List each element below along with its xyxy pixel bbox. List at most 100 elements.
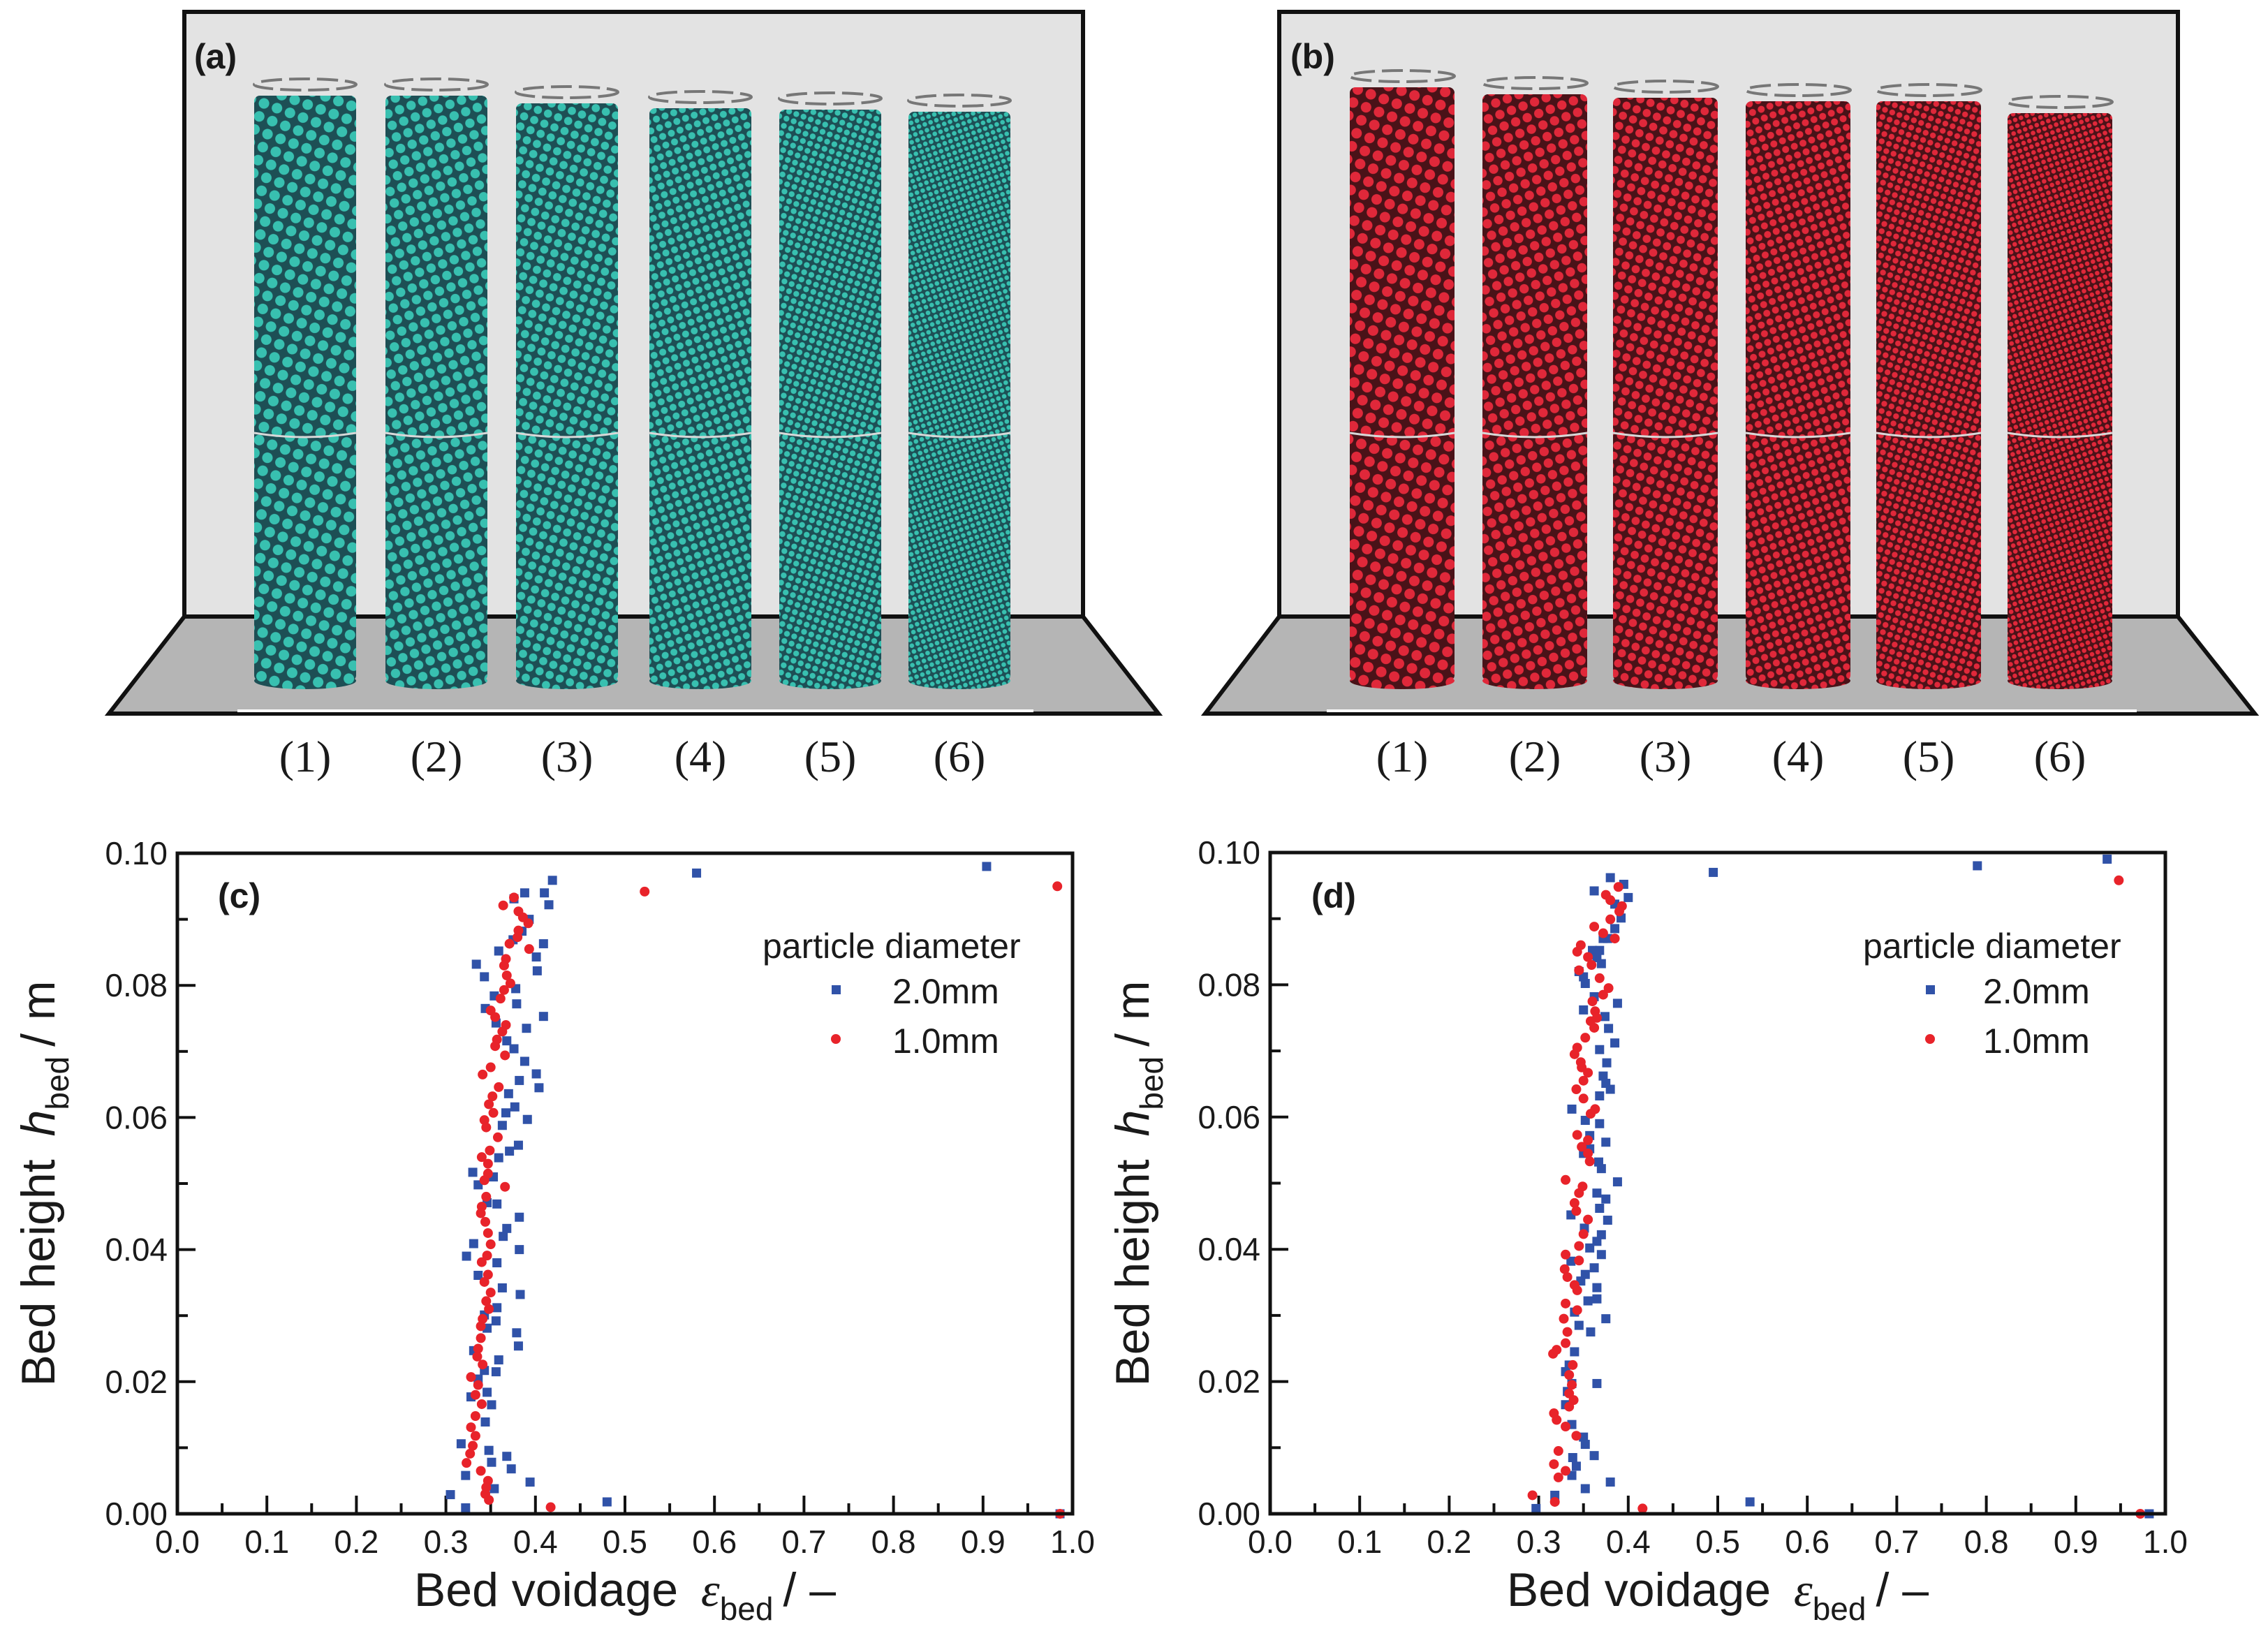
data-point-2.0mm xyxy=(540,888,550,898)
data-point-1.0mm xyxy=(1583,1135,1593,1145)
data-point-2.0mm xyxy=(515,1075,524,1085)
data-point-2.0mm xyxy=(534,1083,544,1093)
data-point-1.0mm xyxy=(470,1390,480,1400)
data-point-1.0mm xyxy=(1603,983,1614,994)
data-point-1.0mm xyxy=(470,1431,480,1441)
data-point-1.0mm xyxy=(468,1440,478,1451)
legend-marker-circle xyxy=(1925,1034,1935,1044)
data-point-2.0mm xyxy=(982,862,992,871)
data-point-2.0mm xyxy=(2103,854,2112,864)
data-point-1.0mm xyxy=(478,1069,488,1079)
data-point-1.0mm xyxy=(1574,1241,1584,1251)
data-point-1.0mm xyxy=(497,1026,508,1037)
particle-column xyxy=(1348,69,1456,689)
column-seam xyxy=(649,432,752,438)
x-tick-label: 1.0 xyxy=(1050,1524,1095,1560)
data-point-2.0mm xyxy=(547,876,557,885)
particle-column xyxy=(778,91,883,689)
data-point-1.0mm xyxy=(494,1082,504,1092)
data-point-1.0mm xyxy=(487,1091,498,1102)
particle-column xyxy=(1744,83,1852,689)
data-point-1.0mm xyxy=(472,1351,483,1362)
data-point-2.0mm xyxy=(502,1452,512,1461)
data-point-2.0mm xyxy=(461,1470,471,1480)
data-point-2.0mm xyxy=(602,1497,612,1507)
data-point-2.0mm xyxy=(1568,1453,1577,1463)
data-point-2.0mm xyxy=(1623,892,1633,902)
y-tick-label: 0.10 xyxy=(105,835,168,871)
legend-marker-square xyxy=(832,985,841,994)
data-point-2.0mm xyxy=(1596,959,1606,968)
y-axis-unit: / m xyxy=(12,980,65,1046)
data-point-2.0mm xyxy=(1566,1256,1576,1266)
data-point-1.0mm xyxy=(476,1466,486,1476)
column-base xyxy=(1613,672,1718,689)
data-point-2.0mm xyxy=(491,1367,501,1377)
column-labels-b: (1) (2) (3) (4) (5) (6) xyxy=(1376,732,2086,781)
column-base xyxy=(1350,672,1455,689)
column-label: (4) xyxy=(1772,732,1825,781)
data-point-2.0mm xyxy=(512,999,522,1009)
data-point-1.0mm xyxy=(483,1269,493,1280)
x-tick-label: 0.4 xyxy=(1606,1524,1651,1560)
x-tick-label: 0.0 xyxy=(1248,1524,1293,1560)
data-point-2.0mm xyxy=(1586,1327,1596,1337)
data-point-1.0mm xyxy=(1598,928,1608,938)
data-point-2.0mm xyxy=(456,1439,466,1449)
legend-label: 2.0mm xyxy=(1983,972,2090,1011)
data-point-1.0mm xyxy=(1584,1156,1595,1167)
data-point-1.0mm xyxy=(1571,1206,1582,1216)
y-tick-label: 0.08 xyxy=(1198,966,1260,1003)
data-point-2.0mm xyxy=(1601,1314,1611,1324)
column-body xyxy=(908,112,1010,681)
y-axis-subscript: bed xyxy=(1133,1056,1170,1110)
data-point-1.0mm xyxy=(1561,1249,1571,1260)
x-tick-label: 0.0 xyxy=(155,1524,200,1560)
column-base xyxy=(254,672,356,689)
column-seam xyxy=(253,432,357,438)
column-body xyxy=(1482,94,1587,681)
data-point-1.0mm xyxy=(1575,940,1586,950)
column-seam xyxy=(385,432,488,438)
y-tick-label: 0.04 xyxy=(1198,1231,1260,1267)
column-label: (1) xyxy=(1376,732,1429,781)
x-axis-subscript: bed xyxy=(720,1591,774,1627)
column-label: (3) xyxy=(541,732,594,781)
column-lid xyxy=(2006,95,2114,109)
data-point-2.0mm xyxy=(1596,1164,1606,1174)
column-labels-a: (1) (2) (3) (4) (5) (6) xyxy=(279,732,986,781)
data-point-2.0mm xyxy=(1571,1461,1581,1471)
column-label: (5) xyxy=(1903,732,1955,781)
data-point-2.0mm xyxy=(461,1503,471,1512)
y-axis-symbol: h xyxy=(12,1110,65,1137)
data-point-2.0mm xyxy=(487,1400,496,1410)
scatter-points xyxy=(446,862,1066,1519)
data-point-1.0mm xyxy=(1571,1084,1582,1095)
column-label: (3) xyxy=(1640,732,1692,781)
particle-column xyxy=(253,78,358,689)
data-point-2.0mm xyxy=(1589,1263,1599,1273)
data-point-2.0mm xyxy=(525,1477,535,1487)
particle-column xyxy=(1481,76,1589,689)
column-base xyxy=(2008,672,2112,689)
x-tick-label: 0.1 xyxy=(244,1524,289,1560)
data-point-2.0mm xyxy=(520,888,529,898)
column-base xyxy=(1876,672,1981,689)
column-lid xyxy=(907,94,1012,108)
data-point-1.0mm xyxy=(476,1257,487,1267)
data-point-1.0mm xyxy=(501,971,512,981)
data-point-1.0mm xyxy=(1578,1229,1589,1239)
column-base xyxy=(385,672,487,689)
data-point-1.0mm xyxy=(476,1321,486,1332)
data-point-1.0mm xyxy=(470,1410,480,1421)
x-axis-title-text: Bed voidage xyxy=(1507,1563,1771,1616)
x-axis-symbol: ε xyxy=(1794,1563,1813,1616)
data-point-1.0mm xyxy=(1527,1490,1538,1501)
legend-label: 2.0mm xyxy=(892,972,999,1011)
data-point-2.0mm xyxy=(522,1114,532,1124)
legend-marker-circle xyxy=(831,1034,841,1044)
column-body xyxy=(1876,101,1981,681)
legend: particle diameter 2.0mm 1.0mm xyxy=(763,927,1021,1061)
x-tick-label: 0.7 xyxy=(781,1524,826,1560)
column-label: (5) xyxy=(804,732,857,781)
